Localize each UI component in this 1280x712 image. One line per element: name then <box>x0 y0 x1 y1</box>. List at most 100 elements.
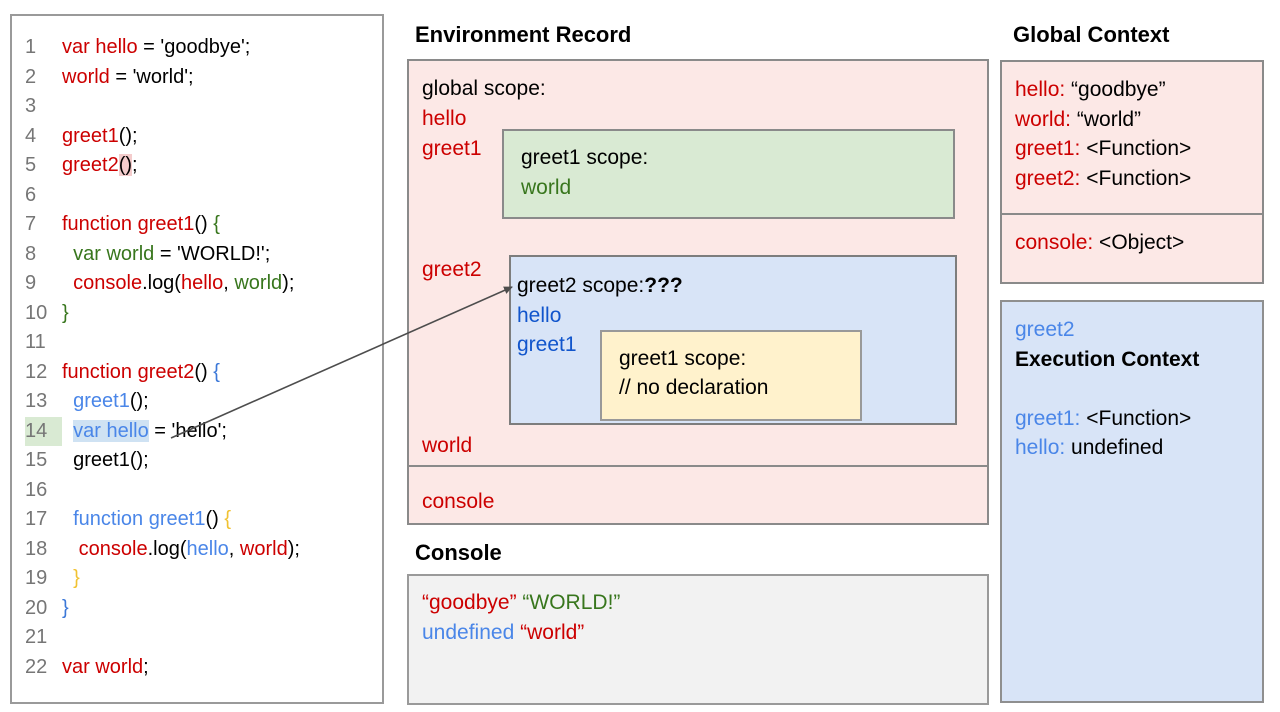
line-number: 9 <box>25 272 37 294</box>
line-number: 5 <box>25 154 37 176</box>
text-token <box>62 508 73 530</box>
text-token <box>62 420 73 442</box>
code-text: } <box>62 597 69 619</box>
text-token: greet1 <box>73 390 130 412</box>
text-token: <Function> <box>1080 137 1192 160</box>
code-line: 16 <box>12 476 382 506</box>
code-text: greet2(); <box>62 154 138 176</box>
text-token: <Function> <box>1080 406 1192 430</box>
text-token: undefined <box>422 621 515 644</box>
text-token: function greet1 <box>62 213 195 235</box>
console-title: Console <box>415 540 502 565</box>
context-entry: hello: undefined <box>1015 433 1262 463</box>
text-token: .log( <box>147 537 187 560</box>
line-number: 1 <box>25 36 37 58</box>
greet1-inner-scope-label: greet1 scope: <box>619 347 747 370</box>
text-token: greet1: <box>1015 137 1081 160</box>
text-token: } <box>73 567 80 589</box>
global-context-title: Global Context <box>1013 22 1170 47</box>
text-token <box>62 390 73 412</box>
code-text: function greet1() { <box>62 213 220 235</box>
text-token: undefined <box>1065 436 1164 459</box>
text-token: ; <box>143 655 149 678</box>
code-text: console.log(hello, world); <box>62 272 294 294</box>
greet2-scope-var-greet1: greet1 <box>517 333 577 356</box>
code-line: 14 var hello = 'hello'; <box>12 416 382 446</box>
code-text: greet1(); <box>62 449 149 471</box>
text-token: () <box>194 213 214 235</box>
text-token: hello <box>186 537 229 560</box>
text-token: } <box>62 596 69 619</box>
greet2-scope-box: greet2 scope:??? hello greet1 greet1 sco… <box>509 255 957 425</box>
text-token: “goodbye” <box>1065 78 1166 101</box>
line-number: 15 <box>25 449 48 471</box>
greet1-scope-box: greet1 scope: world <box>502 129 955 219</box>
text-token: () <box>205 508 225 530</box>
text-token: world: <box>1015 107 1072 131</box>
text-token: (); <box>118 124 138 147</box>
text-token: “world” <box>520 621 585 644</box>
text-token: greet2 scope: <box>517 274 645 297</box>
text-token: = 'world'; <box>109 65 194 88</box>
code-text: greet1(); <box>62 390 149 412</box>
line-number: 22 <box>25 655 48 678</box>
code-text: var hello = 'goodbye'; <box>62 36 250 58</box>
text-token: console <box>73 272 143 294</box>
text-token: console: <box>1015 231 1094 254</box>
code-line: 22 var world; <box>12 653 382 683</box>
text-token: } <box>62 301 69 324</box>
code-text: var world = 'WORLD!'; <box>62 243 270 265</box>
code-line: 15 greet1(); <box>12 446 382 476</box>
text-token: , <box>228 537 240 560</box>
text-token <box>62 567 73 589</box>
console-output-line: “goodbye” “WORLD!” <box>422 590 620 616</box>
text-token: greet1 <box>62 124 119 147</box>
code-line: 3 <box>12 92 382 122</box>
code-line: 17 function greet1() { <box>12 505 382 535</box>
code-line: 21 <box>12 623 382 653</box>
text-token: world <box>234 272 283 294</box>
text-token: greet1: <box>1015 406 1081 430</box>
greet2-scope-var-hello: hello <box>517 304 562 327</box>
code-line: 18 console.log(hello, world); <box>12 535 382 565</box>
code-text: } <box>62 302 69 324</box>
global-var-greet1: greet1 <box>422 137 482 160</box>
code-text: } <box>62 567 80 589</box>
greet1-inner-scope-box: greet1 scope: // no declaration <box>600 330 862 421</box>
no-declaration-comment: // no declaration <box>619 376 769 399</box>
code-line: 7 function greet1() { <box>12 210 382 240</box>
text-token: “world” <box>1071 107 1142 131</box>
text-token: <Function> <box>1080 166 1192 190</box>
line-number: 3 <box>25 95 37 117</box>
line-number: 10 <box>25 301 48 324</box>
greet1-scope-label: greet1 scope: <box>521 146 649 169</box>
execution-context-heading: Execution Context <box>1015 347 1200 371</box>
code-line: 12 function greet2() { <box>12 358 382 388</box>
global-var-hello: hello <box>422 107 467 130</box>
code-line: 4 greet1(); <box>12 122 382 152</box>
line-number: 18 <box>25 537 48 560</box>
code-text: function greet1() { <box>62 508 231 530</box>
text-token: hello: <box>1015 436 1066 459</box>
execution-context-fn-name: greet2 <box>1015 318 1075 341</box>
context-entry: greet2: <Function> <box>1015 164 1262 194</box>
text-token: () <box>118 154 133 176</box>
code-line: 19 } <box>12 564 382 594</box>
code-lines: 1 var hello = 'goodbye'; 2 world = 'world';… <box>12 16 382 682</box>
code-line: 6 <box>12 181 382 211</box>
text-token: function greet1 <box>73 508 206 530</box>
line-number: 16 <box>25 478 48 501</box>
line-number: 14 <box>25 416 62 446</box>
text-token: “WORLD!” <box>522 591 621 614</box>
line-number: 8 <box>25 242 37 265</box>
line-number: 4 <box>25 124 37 147</box>
global-var-console: console <box>422 490 495 513</box>
text-token: hello <box>180 272 224 294</box>
text-token: greet1(); <box>62 449 149 471</box>
context-entry: greet1: <Function> <box>1015 134 1262 164</box>
text-token: var world <box>62 655 144 678</box>
code-line: 11 <box>12 328 382 358</box>
line-number: 6 <box>25 183 37 206</box>
text-token: var hello <box>73 419 149 442</box>
